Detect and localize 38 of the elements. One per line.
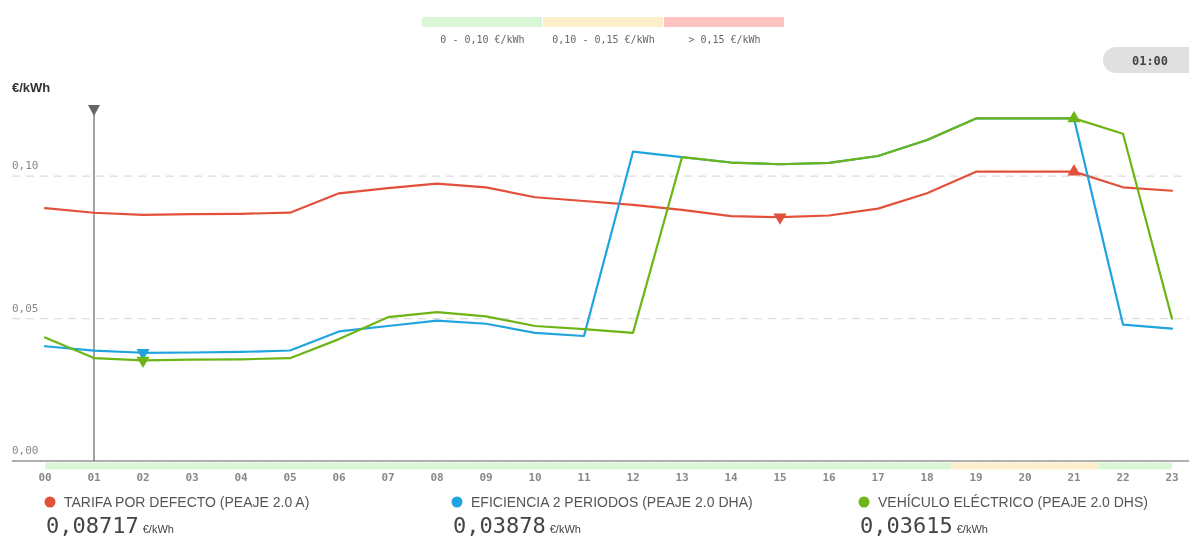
y-tick-label: 0,00	[12, 444, 39, 457]
x-tick-label: 01	[87, 471, 101, 484]
x-tick-label: 18	[920, 471, 934, 484]
text: 0,10 - 0,15 €/kWh	[552, 34, 655, 45]
legend-label: EFICIENCIA 2 PERIODOS (PEAJE 2.0 DHA)	[471, 494, 753, 510]
x-tick-label: 03	[185, 471, 199, 484]
x-tick-label: 04	[234, 471, 248, 484]
text: > 0,15 €/kWh	[688, 34, 761, 45]
legend-label: VEHÍCULO ELÉCTRICO (PEAJE 2.0 DHS)	[878, 494, 1148, 510]
x-tick-label: 16	[822, 471, 836, 484]
x-tick-label: 05	[283, 471, 297, 484]
x-tick-label: 08	[430, 471, 444, 484]
text: 0,03878 €/kWh	[453, 513, 581, 536]
legend-label: TARIFA POR DEFECTO (PEAJE 2.0 A)	[64, 494, 310, 510]
x-tick-label: 20	[1018, 471, 1032, 484]
x-tick-label: 07	[381, 471, 395, 484]
y-tick-label: 0,05	[12, 301, 39, 315]
text: 0,03615 €/kWh	[860, 513, 988, 536]
x-tick-label: 15	[773, 471, 787, 484]
x-tick-label: 11	[577, 471, 591, 484]
x-tick-label: 10	[528, 471, 542, 484]
x-tick-label: 00	[38, 471, 52, 484]
x-tick-label: 17	[871, 471, 885, 484]
text: 0 - 0,10 €/kWh	[440, 34, 525, 45]
text: 01:00	[1131, 53, 1169, 68]
x-tick-label: 02	[136, 471, 150, 484]
x-tick-label: 14	[724, 471, 738, 484]
y-axis-title: €/kWh	[12, 80, 51, 95]
x-tick-label: 13	[675, 471, 689, 484]
x-tick-label: 09	[479, 471, 493, 484]
y-tick-label: 0,10	[12, 159, 39, 173]
x-tick-label: 12	[626, 471, 640, 484]
x-tick-label: 19	[969, 471, 983, 484]
text: 0,08717 €/kWh	[46, 513, 174, 536]
x-tick-label: 22	[1116, 471, 1130, 484]
x-tick-label: 06	[332, 471, 346, 484]
x-tick-label: 21	[1067, 471, 1081, 484]
x-tick-label: 23	[1165, 471, 1179, 484]
